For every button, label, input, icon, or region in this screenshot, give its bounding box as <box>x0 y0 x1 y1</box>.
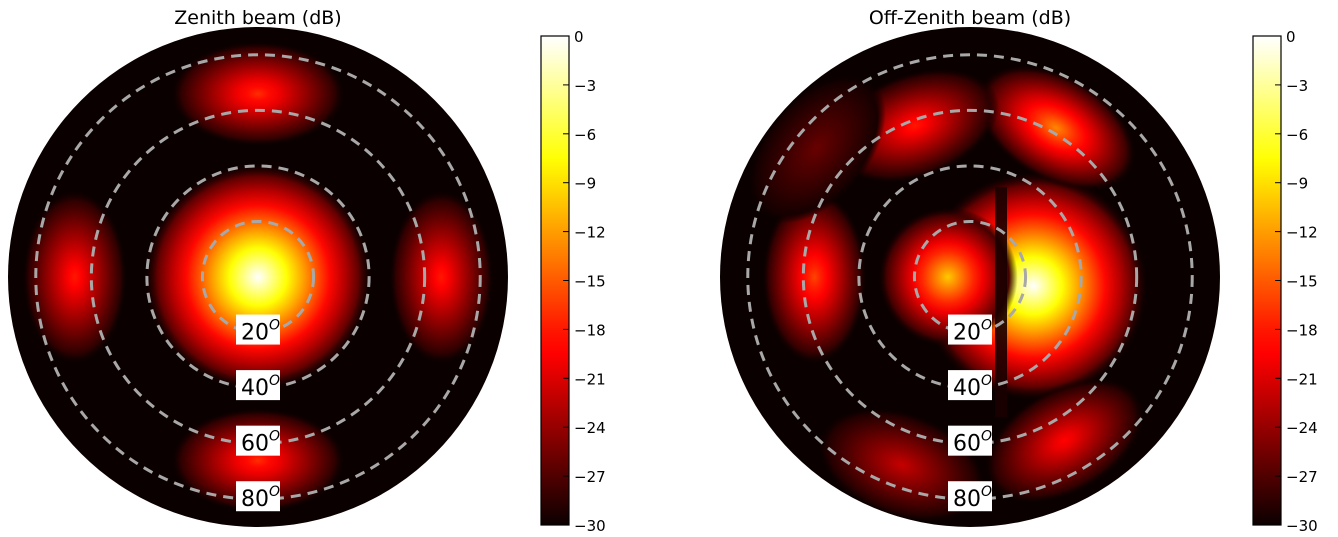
colorbar-tick-label: −27 <box>1286 468 1318 486</box>
colorbar-tick-label: −15 <box>1286 273 1318 291</box>
ring-label-20: 20O <box>236 314 280 346</box>
colorbar-tick-label: −24 <box>574 419 606 437</box>
zenith-angle-labels: 20O 40O 60O 80O <box>236 314 280 512</box>
ring-label-80: 80O <box>948 481 992 512</box>
beam-lobe-sidelobe-east <box>388 189 494 365</box>
beam-lobe-sidelobe-west <box>22 189 128 365</box>
colorbar-tick-label: −9 <box>574 175 596 193</box>
colorbar-tick-label: 0 <box>1286 28 1296 46</box>
svg-text:60O: 60O <box>953 429 992 457</box>
colorbar-tick-label: −15 <box>574 273 606 291</box>
colorbar-tick-label: −3 <box>574 77 596 95</box>
beam-heatmap <box>720 27 1220 527</box>
colorbar-tick-label: −12 <box>574 224 606 242</box>
beam-lobe-sidelobe-north <box>170 41 346 147</box>
colorbar-tick-label: −9 <box>1286 175 1308 193</box>
colorbar-tick-label: −21 <box>574 370 606 388</box>
colorbar-tick-label: −6 <box>574 126 596 144</box>
svg-text:40O: 40O <box>953 373 992 401</box>
beam-heatmap <box>8 27 508 527</box>
beam-lobe-sidelobe-southeast <box>984 377 1145 504</box>
colorbar-tick-label: −3 <box>1286 77 1308 95</box>
svg-text:40O: 40O <box>241 373 280 401</box>
beam-lobe-sidelobe-far-west <box>761 189 867 365</box>
zenith-angle-labels: 20O 40O 60O 80O <box>948 314 992 512</box>
colorbar-tick-label: −24 <box>1286 419 1318 437</box>
colorbar: 0 −3 −6 −9 −12 −15 −18 −21 −24 −27 −30 <box>540 28 606 535</box>
ring-label-60: 60O <box>236 425 280 457</box>
colorbar-tick-label: −18 <box>574 321 606 339</box>
svg-text:80O: 80O <box>241 484 280 512</box>
ring-label-80: 80O <box>236 481 280 512</box>
colorbar-tick-label: −21 <box>1286 370 1318 388</box>
svg-text:20O: 20O <box>953 318 992 346</box>
colorbar-tick-label: −30 <box>1286 517 1318 535</box>
beam-lobes <box>22 41 494 513</box>
chart-title: Off-Zenith beam (dB) <box>869 7 1071 29</box>
ring-label-40: 40O <box>948 370 992 401</box>
beam-lobe-sidelobe-south <box>170 407 346 513</box>
ring-label-40: 40O <box>236 370 280 401</box>
colorbar-tick-label: −18 <box>1286 321 1318 339</box>
ring-label-20: 20O <box>948 314 992 346</box>
beam-null-line <box>995 187 1007 417</box>
panel-off-zenith-beam: Off-Zenith beam (dB) 20O 40O 60O 80O <box>720 7 1220 527</box>
beam-lobe-sidelobe-northeast <box>975 64 1137 191</box>
colorbar-tick-label: −12 <box>1286 224 1318 242</box>
svg-text:60O: 60O <box>241 429 280 457</box>
colorbar-tick-label: −27 <box>574 468 606 486</box>
ring-label-60: 60O <box>948 425 992 457</box>
colorbar-tick-label: −30 <box>574 517 606 535</box>
svg-text:80O: 80O <box>953 484 992 512</box>
beam-lobe-grating-lobe-center <box>877 207 1018 347</box>
beam-lobe-sidelobe-south <box>817 407 986 523</box>
beam-lobes <box>747 64 1149 523</box>
chart-title: Zenith beam (dB) <box>174 7 341 29</box>
beam-lobe-main <box>143 162 373 392</box>
svg-text:20O: 20O <box>241 318 280 346</box>
colorbar-tick-label: 0 <box>574 28 584 46</box>
colorbar: 0 −3 −6 −9 −12 −15 −18 −21 −24 −27 −30 <box>1252 28 1318 535</box>
colorbar-tick-label: −6 <box>1286 126 1308 144</box>
panel-zenith-beam: Zenith beam (dB) 20O 40O 60O 80O <box>8 7 508 527</box>
